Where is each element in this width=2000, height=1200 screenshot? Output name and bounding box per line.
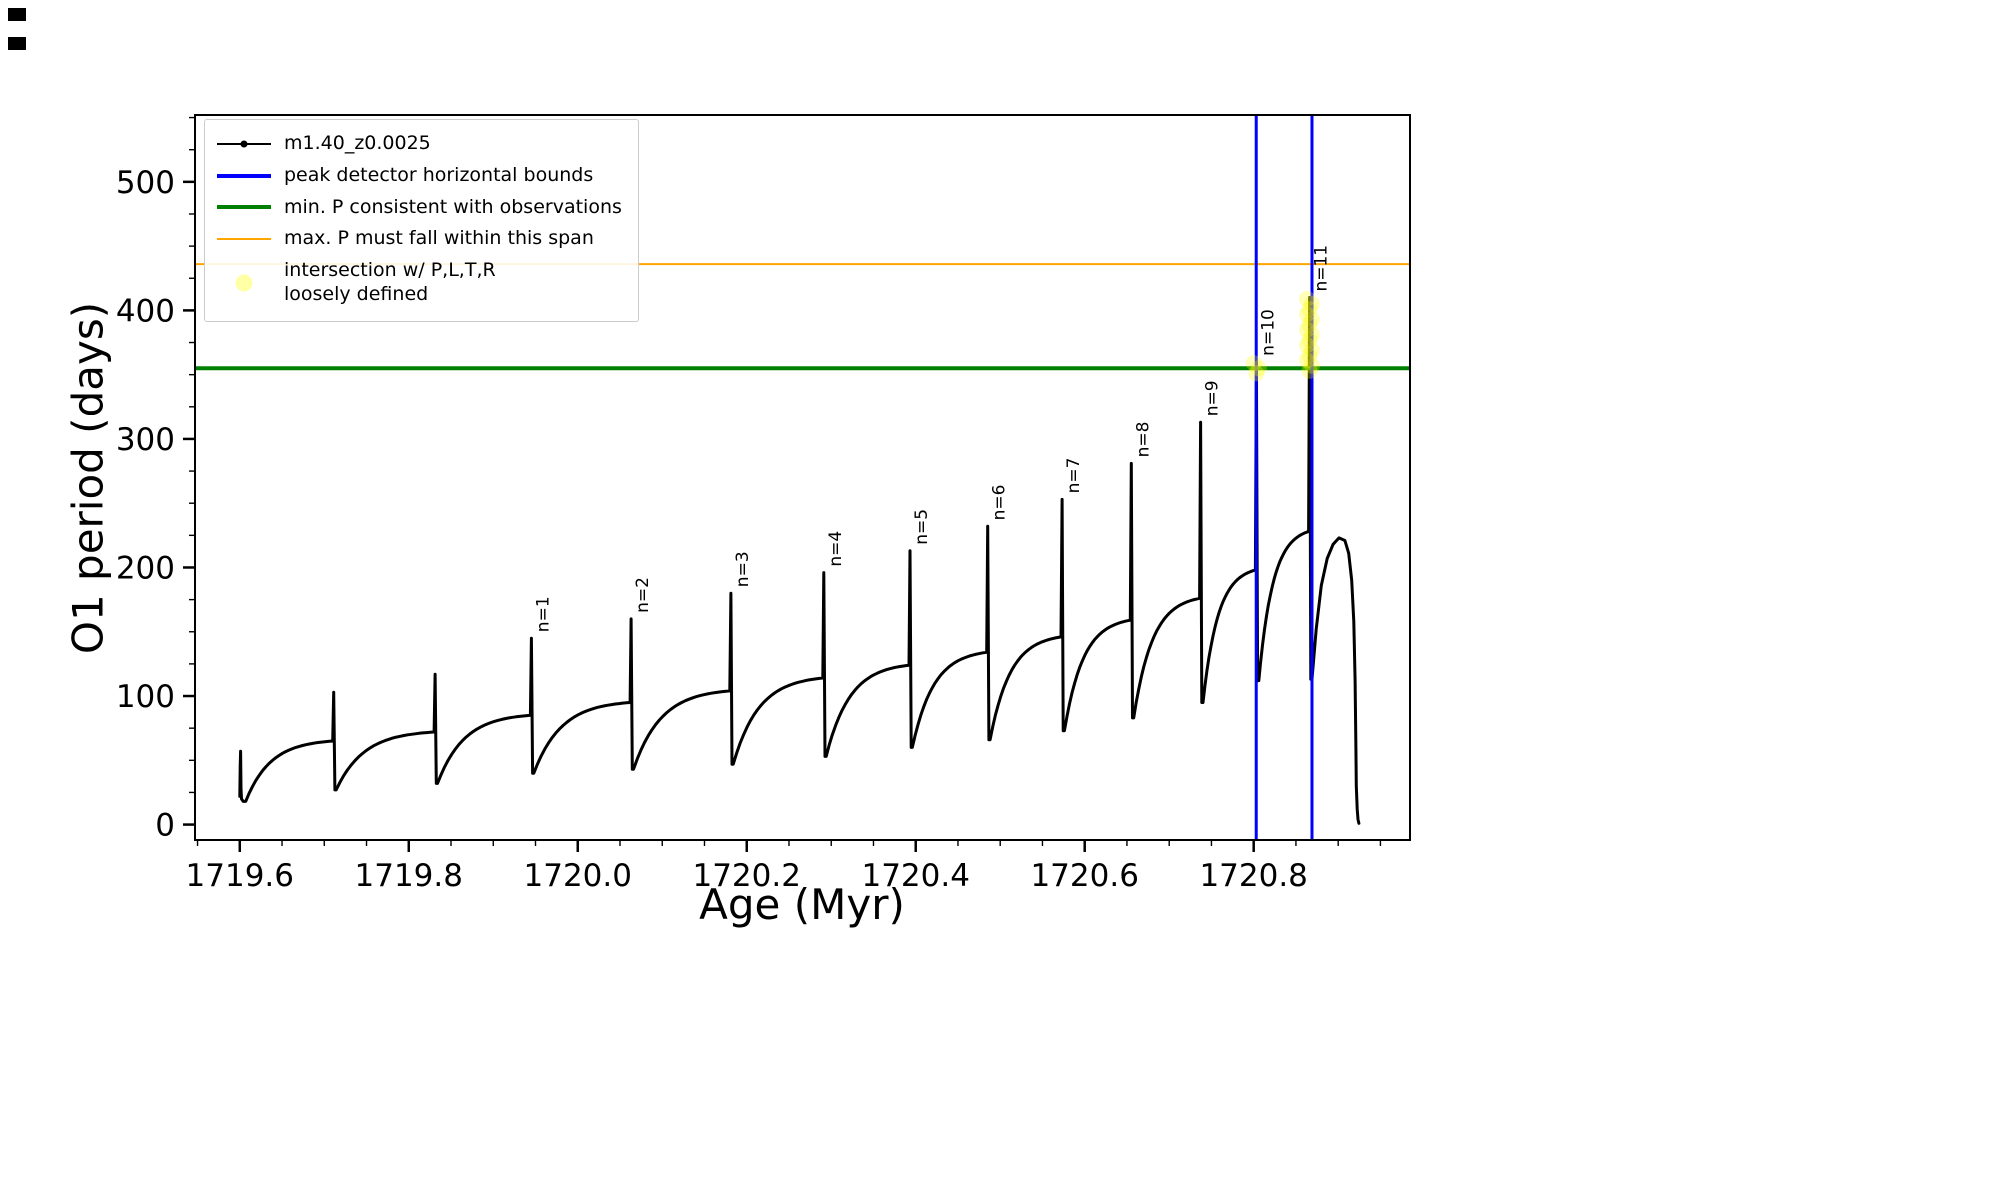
legend-item-min-p: min. P consistent with observations [215,192,624,224]
y-tick-label: 100 [116,679,175,715]
series-line-icon [217,134,271,154]
legend-item-intersection: intersection w/ P,L,T,R loosely defined [215,255,624,311]
x-tick-label: 1719.6 [186,858,294,894]
series-path [238,296,1361,825]
series-swatch-marker [240,140,248,148]
intersection-marker [1303,326,1320,343]
x-tick-label: 1719.8 [355,858,463,894]
intersection-marker [1301,316,1318,333]
legend-label-intersection: intersection w/ P,L,T,R loosely defined [284,259,496,305]
intersection-marker [1303,311,1320,328]
x-tick-label: 1720.4 [861,858,969,894]
screen-artifact-1 [8,8,26,21]
intersection-marker [1298,337,1315,354]
max-p-line-icon [217,229,271,249]
peak-annotation: n=7 [1064,458,1084,494]
minp-swatch-line [217,205,271,210]
screen-artifact-2 [8,37,26,50]
intersection-marker [1298,306,1315,323]
intersection-marker [1298,321,1315,338]
y-tick-label: 400 [116,293,175,329]
intersection-marker [1298,352,1315,369]
peak-annotation: n=1 [533,596,553,632]
intersection-marker [1303,295,1320,312]
intersection-marker [1301,347,1318,364]
intersection-dot-icon [217,273,271,293]
y-tick-label: 0 [155,808,175,844]
bounds-swatch-line [217,173,271,178]
legend-item-peak-bounds: peak detector horizontal bounds [215,160,624,192]
legend-label-max-p: max. P must fall within this span [284,227,594,250]
intersection-marker [1301,301,1318,318]
bounds-line-icon [217,166,271,186]
peak-annotation: n=9 [1203,380,1223,416]
peak-annotation: n=3 [733,551,753,587]
legend-item-max-p: max. P must fall within this span [215,223,624,255]
x-tick-label: 1720.2 [692,858,800,894]
min-p-line-icon [217,197,271,217]
intersection-marker [1303,342,1320,359]
peak-annotation: n=2 [633,577,653,613]
x-tick-label: 1720.6 [1030,858,1138,894]
x-tick-label: 1720.0 [524,858,632,894]
intersection-marker [1248,365,1265,382]
peak-annotation: n=10 [1258,309,1278,356]
peak-annotation: n=8 [1133,422,1153,458]
peak-annotation: n=4 [826,531,846,567]
peak-annotation: n=6 [990,485,1010,521]
x-axis-label: Age (Myr) [699,880,905,929]
legend-label-min-p: min. P consistent with observations [284,195,622,218]
y-axis-label: O1 period (days) [63,301,113,655]
intersection-marker [1303,357,1320,374]
intersection-marker [1301,331,1318,348]
x-tick-label: 1720.8 [1199,858,1307,894]
legend-label-peak-bounds: peak detector horizontal bounds [284,163,594,186]
legend-label-series: m1.40_z0.0025 [284,132,431,154]
intersection-marker [1298,290,1315,307]
legend-item-series: m1.40_z0.0025 [215,128,624,160]
legend: m1.40_z0.0025 peak detector horizontal b… [204,119,639,322]
intersection-swatch-dot [235,274,253,292]
intersection-marker [1250,360,1267,377]
y-tick-label: 200 [116,550,175,586]
maxp-swatch-line [217,238,271,241]
intersection-marker [1245,355,1262,372]
peak-annotation: n=11 [1312,245,1332,292]
y-tick-label: 300 [116,422,175,458]
peak-annotation: n=5 [912,509,932,545]
y-tick-label: 500 [116,165,175,201]
intersection-marker [1301,362,1318,379]
plot-spines [194,114,1411,841]
